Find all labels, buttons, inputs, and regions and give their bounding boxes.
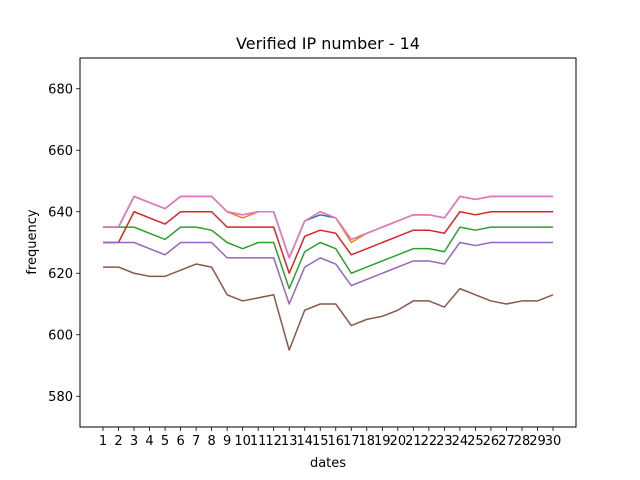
x-tick-label: 23: [436, 434, 453, 449]
x-tick-label: 14: [296, 434, 313, 449]
x-tick-label: 24: [452, 434, 469, 449]
x-tick-label: 13: [281, 434, 298, 449]
x-axis: 1 2 3 4 5 6 7 8 9 1011121314151617181920212223242…: [99, 427, 561, 449]
x-tick-label: 10: [234, 434, 251, 449]
series-line-7: [103, 195, 553, 259]
x-tick-label: 8: [207, 434, 215, 449]
x-tick-label: 29: [529, 434, 546, 449]
plot-frame: [79, 57, 577, 428]
x-tick-label: 12: [265, 434, 282, 449]
chart-title: Verified IP number - 14: [236, 34, 420, 53]
x-tick-label: 27: [498, 434, 515, 449]
x-tick-label: 1: [99, 434, 107, 449]
x-tick-label: 11: [250, 434, 267, 449]
y-tick-label: 620: [48, 267, 73, 282]
x-tick-label: 20: [390, 434, 407, 449]
y-tick-label: 580: [48, 390, 73, 405]
series-line-4: [103, 211, 553, 274]
x-tick-label: 22: [421, 434, 438, 449]
series-line-5: [103, 241, 553, 305]
x-tick-label: 21: [405, 434, 422, 449]
series-line-1: [103, 195, 553, 259]
x-tick-label: 2: [114, 434, 122, 449]
x-tick-label: 15: [312, 434, 329, 449]
y-axis-label: frequency: [25, 209, 40, 275]
x-tick-label: 26: [483, 434, 500, 449]
series-line-3: [103, 226, 553, 290]
x-tick-label: 18: [359, 434, 376, 449]
x-tick-label: 7: [192, 434, 200, 449]
x-tick-label: 9: [223, 434, 231, 449]
x-tick-label: 19: [374, 434, 391, 449]
y-axis: 580 600 620 640 660 680: [48, 82, 80, 405]
x-tick-label: 17: [343, 434, 360, 449]
x-tick-label: 30: [545, 434, 562, 449]
x-tick-label: 28: [514, 434, 531, 449]
series-line-2: [103, 195, 553, 259]
series-line-6: [103, 263, 554, 351]
plot-area: [103, 195, 554, 351]
x-tick-label: 5: [161, 434, 169, 449]
y-tick-label: 660: [48, 144, 73, 159]
x-tick-label: 6: [176, 434, 184, 449]
x-tick-label: 16: [327, 434, 344, 449]
x-tick-label: 3: [130, 434, 138, 449]
y-tick-label: 600: [48, 328, 73, 343]
x-tick-label: 4: [145, 434, 153, 449]
y-tick-label: 640: [48, 205, 73, 220]
y-tick-label: 680: [48, 82, 73, 97]
x-axis-label: dates: [310, 456, 346, 471]
x-tick-label: 25: [467, 434, 484, 449]
